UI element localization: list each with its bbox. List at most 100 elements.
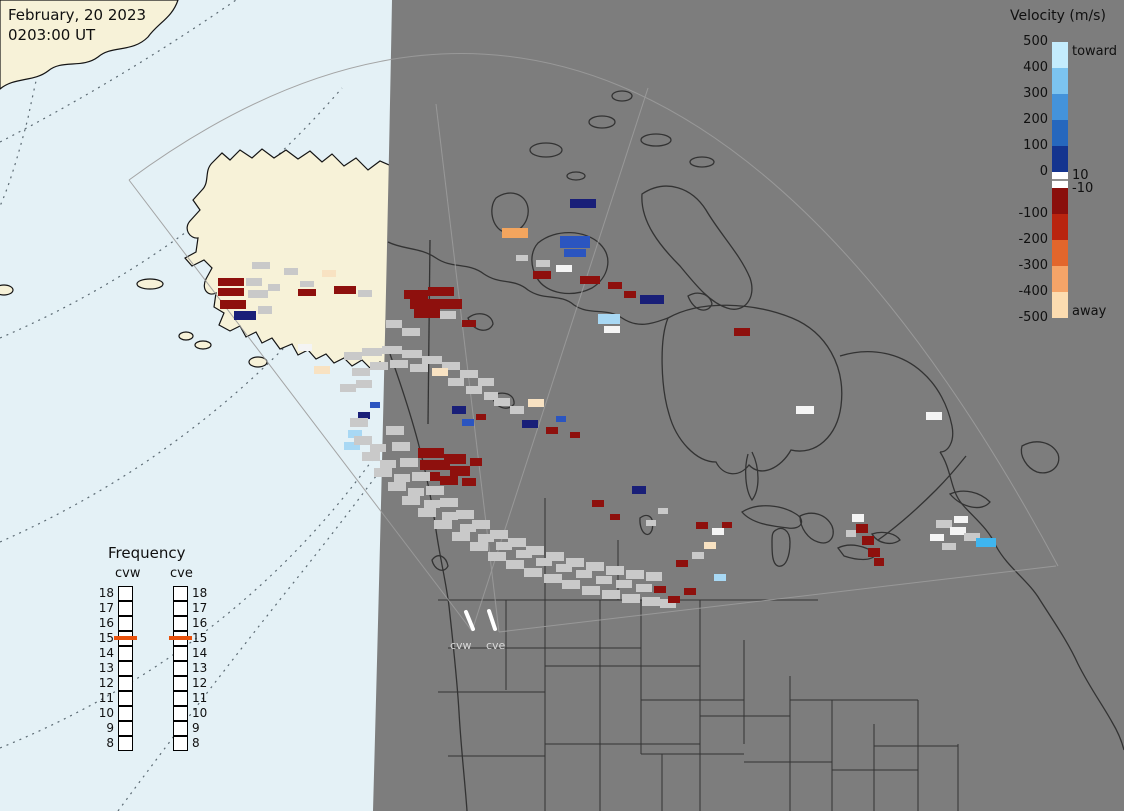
radar-velocity-cell	[592, 500, 604, 507]
radar-velocity-cell	[496, 542, 512, 550]
velocity-legend-title: Velocity (m/s)	[1010, 8, 1106, 24]
velocity-color-segment	[1052, 188, 1068, 214]
aleutian-island	[194, 340, 212, 350]
velocity-away-label: away	[1072, 304, 1107, 319]
time-text: 0203:00 UT	[8, 25, 96, 44]
radar-velocity-cell	[462, 419, 474, 426]
frequency-scale-box	[173, 691, 188, 706]
radar-velocity-cell	[516, 255, 528, 261]
radar-velocity-cell	[494, 398, 510, 406]
radar-velocity-cell	[704, 542, 716, 549]
velocity-tick-label: -500	[1018, 310, 1048, 325]
radar-velocity-cell	[640, 295, 664, 304]
frequency-scale-number: 18	[98, 586, 114, 600]
arctic-island	[611, 90, 633, 102]
radar-velocity-cell	[796, 406, 814, 414]
velocity-tick-label: -200	[1018, 232, 1048, 247]
quebec-coastline	[839, 350, 954, 453]
radar-velocity-cell	[412, 472, 430, 481]
frequency-scale-box	[118, 736, 133, 751]
radar-velocity-cell	[370, 402, 380, 408]
radar-fov-boundaries	[128, 53, 1059, 633]
radar-velocity-cell	[460, 370, 478, 378]
velocity-tick-label: 500	[1023, 34, 1048, 49]
frequency-scale-box	[173, 586, 188, 601]
radar-velocity-cell	[622, 594, 640, 603]
graticule-lines	[0, 0, 443, 811]
radar-velocity-cell	[358, 290, 372, 297]
radar-velocity-cell	[462, 478, 476, 486]
fov-edge-west	[128, 179, 473, 632]
radar-velocity-cell	[440, 299, 462, 309]
radar-velocity-cell	[976, 538, 996, 547]
radar-velocity-cell	[562, 580, 580, 589]
radar-velocity-cell	[660, 599, 676, 608]
frequency-scale-box	[118, 706, 133, 721]
frequency-highlight-mark	[169, 636, 192, 640]
hudson-bay-outline	[661, 304, 843, 475]
frequency-scale-number: 9	[106, 721, 114, 735]
radar-velocity-cell	[926, 412, 942, 420]
velocity-color-segment	[1052, 42, 1068, 68]
radar-velocity-cell	[418, 508, 436, 517]
radar-velocity-cell	[218, 278, 244, 286]
radar-velocity-cell	[576, 570, 592, 578]
frequency-scale-number: 13	[192, 661, 208, 675]
radar-velocity-cell	[950, 527, 966, 535]
radar-velocity-cell	[358, 412, 370, 419]
arctic-island	[529, 142, 563, 158]
great-bear-lake	[467, 313, 494, 331]
radar-site-label-cve: cve	[486, 639, 506, 652]
velocity-color-segment	[1052, 120, 1068, 146]
radar-velocity-cell	[448, 378, 464, 386]
fov-edge-cve-west	[435, 103, 500, 633]
radar-velocity-cell	[404, 290, 428, 299]
arctic-coastline	[387, 241, 669, 325]
frequency-scale-number: 13	[98, 661, 114, 675]
radar-velocity-cell	[610, 514, 620, 520]
radar-velocity-cell	[298, 344, 312, 351]
radar-velocity-cell	[386, 320, 402, 328]
radar-velocity-cell	[722, 522, 732, 528]
st-lawrence-island	[136, 278, 164, 290]
radar-velocity-cell	[442, 362, 460, 370]
radar-velocity-cell	[608, 282, 622, 289]
frequency-scale-box	[118, 721, 133, 736]
radar-velocity-cell	[450, 466, 470, 476]
frequency-legend-title: Frequency	[108, 544, 186, 562]
radar-velocity-cell	[852, 514, 864, 522]
radar-velocity-cell	[298, 289, 316, 296]
radar-velocity-cell	[582, 586, 600, 595]
frequency-scale-number: 12	[192, 676, 208, 690]
radar-velocity-cell	[684, 588, 696, 595]
radar-velocity-cell	[394, 474, 410, 482]
velocity-tick-label: 400	[1023, 60, 1048, 75]
wrangel-island	[0, 284, 14, 296]
frequency-scale-number: 11	[98, 691, 114, 705]
radar-velocity-cell	[348, 430, 362, 438]
radar-velocity-cell	[252, 262, 270, 269]
radar-velocity-cell	[506, 560, 524, 569]
radar-velocity-cell	[942, 543, 956, 550]
aleutian-island	[178, 331, 194, 341]
radar-velocity-cell	[564, 249, 586, 257]
velocity-colorbar	[1052, 42, 1068, 318]
frequency-scale-number: 11	[192, 691, 208, 705]
radar-velocity-cell	[668, 596, 680, 603]
radar-velocity-cell	[422, 356, 442, 364]
radar-velocity-cell	[426, 486, 444, 495]
radar-velocity-cell	[300, 281, 314, 287]
velocity-tick-label: 300	[1023, 86, 1048, 101]
radar-velocity-cell	[402, 350, 422, 358]
radar-velocity-cell	[392, 442, 410, 451]
radar-velocity-cell	[354, 436, 372, 445]
radar-velocity-cell	[556, 265, 572, 272]
radar-velocity-cell	[418, 448, 444, 458]
frequency-scale-box	[118, 586, 133, 601]
radar-velocity-cell	[598, 314, 620, 324]
velocity-tick-label: 0	[1039, 164, 1048, 179]
radar-velocity-cell	[350, 418, 368, 427]
velocity-color-segment	[1052, 94, 1068, 120]
radar-velocity-cell	[220, 300, 246, 309]
